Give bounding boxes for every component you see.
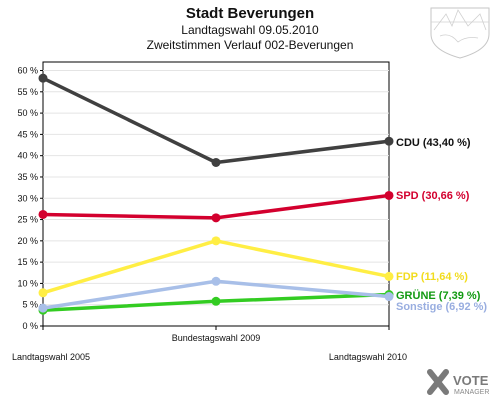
data-point-cdu [384, 136, 394, 146]
y-tick-label: 35 % [17, 172, 38, 182]
series-label-cdu: CDU (43,40 %) [396, 137, 471, 149]
data-point-sonstige [384, 292, 394, 302]
y-tick-label: 20 % [17, 236, 38, 246]
series-label-sonstige: Sonstige (6,92 %) [396, 301, 487, 313]
y-tick-label: 25 % [17, 215, 38, 225]
chart-title: Stadt Beverungen [186, 5, 314, 22]
y-tick-label: 0 % [22, 321, 38, 331]
y-tick-label: 5 % [22, 300, 38, 310]
series-lines [38, 73, 394, 315]
data-point-sonstige [211, 276, 221, 286]
series-label-spd: SPD (30,66 %) [396, 190, 470, 202]
cross-mark-icon [427, 369, 449, 395]
series-label-fdp: FDP (11,64 %) [396, 271, 468, 283]
data-point-cdu [211, 157, 221, 167]
data-point-spd [384, 190, 394, 200]
y-tick-label: 30 % [17, 193, 38, 203]
series-labels: CDU (43,40 %) SPD (30,66 %) FDP (11,64 %) G… [396, 137, 487, 313]
y-tick-label: 45 % [17, 129, 38, 139]
logo-text-manager: MANAGER [454, 389, 489, 396]
data-point-spd [38, 209, 48, 219]
series-label-gruene: GRÜNE (7,39 %) [396, 289, 481, 302]
data-point-fdp [211, 236, 221, 246]
chart-subtitle-date: Landtagswahl 09.05.2010 [181, 23, 319, 37]
x-tick-label: Bundestagswahl 2009 [172, 333, 261, 343]
chart-subtitle-district: Zweitstimmen Verlauf 002-Beverungen [147, 38, 354, 52]
data-point-spd [211, 213, 221, 223]
coat-of-arms-icon [430, 7, 490, 59]
y-tick-label: 55 % [17, 87, 38, 97]
y-axis: 0 % 5 % 10 % 15 % 20 % 25 % 30 % 35 % 40 % 45 % 50… [17, 66, 43, 331]
y-tick-label: 40 % [17, 151, 38, 161]
data-point-fdp [384, 271, 394, 281]
votemanager-logo: VOTE MANAGER [427, 369, 489, 396]
data-point-cdu [38, 73, 48, 83]
x-tick-label: Landtagswahl 2010 [329, 352, 407, 362]
x-axis: Landtagswahl 2005 Bundestagswahl 2009 Land… [12, 326, 407, 362]
logo-text-vote: VOTE [453, 373, 489, 388]
data-point-fdp [38, 288, 48, 298]
y-tick-label: 50 % [17, 108, 38, 118]
y-tick-label: 10 % [17, 278, 38, 288]
y-gridlines [43, 70, 389, 306]
data-point-sonstige [38, 303, 48, 313]
data-point-gruene [211, 296, 221, 306]
x-tick-label: Landtagswahl 2005 [12, 352, 90, 362]
y-tick-label: 60 % [17, 66, 38, 76]
y-tick-label: 15 % [17, 257, 38, 267]
